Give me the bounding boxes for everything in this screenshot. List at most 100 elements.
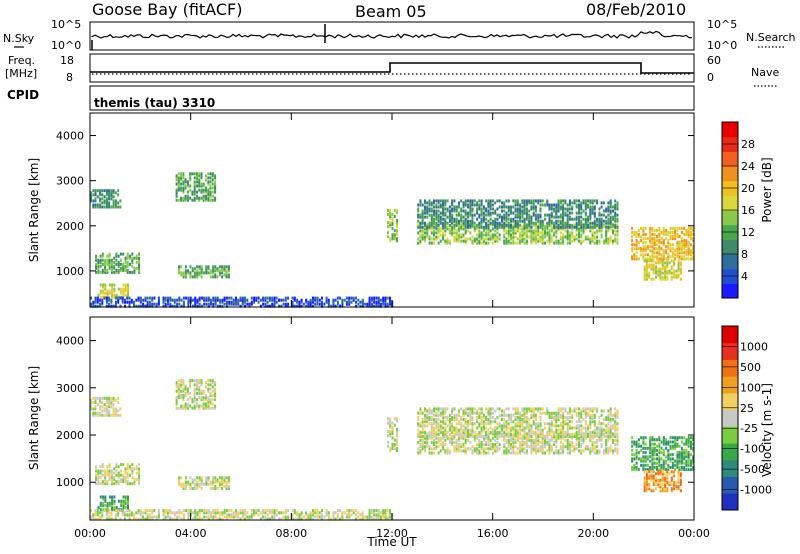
power-cell xyxy=(225,304,228,308)
velocity-cell xyxy=(534,440,537,444)
power-cell xyxy=(113,293,116,297)
velocity-cell xyxy=(421,411,424,415)
velocity-cell xyxy=(462,436,465,440)
velocity-cell xyxy=(444,422,447,426)
velocity-cell xyxy=(507,438,510,442)
power-cbar-tick-label: 4 xyxy=(741,270,748,283)
velocity-cell xyxy=(649,442,652,446)
velocity-cell xyxy=(433,451,435,455)
velocity-cell xyxy=(453,440,456,444)
power-cell xyxy=(428,209,431,213)
velocity-cell xyxy=(218,484,221,488)
power-cell xyxy=(642,228,645,232)
power-cell xyxy=(553,221,556,225)
velocity-cell xyxy=(564,435,567,438)
velocity-cell xyxy=(507,418,510,421)
power-cell xyxy=(300,298,303,302)
power-cell xyxy=(115,262,118,266)
velocity-cell xyxy=(635,461,638,465)
velocity-cell xyxy=(205,402,207,406)
power-cell xyxy=(528,215,531,219)
velocity-cell xyxy=(580,436,583,440)
power-cell xyxy=(614,233,617,237)
power-cell xyxy=(665,257,668,261)
power-cell xyxy=(124,258,127,262)
power-cell xyxy=(680,239,683,243)
power-cell xyxy=(386,296,389,300)
velocity-cell xyxy=(437,424,440,428)
velocity-cell xyxy=(124,475,127,479)
power-cell xyxy=(348,298,351,302)
power-cell xyxy=(97,262,100,266)
velocity-cell xyxy=(119,509,122,513)
power-cell xyxy=(191,267,194,271)
velocity-cell xyxy=(205,385,207,389)
power-cell xyxy=(455,205,458,209)
velocity-cell xyxy=(389,449,392,453)
power-cell xyxy=(523,221,526,225)
power-cell xyxy=(657,273,660,277)
power-cell xyxy=(670,275,673,279)
power-cell xyxy=(680,251,683,255)
velocity-cell xyxy=(126,509,129,513)
power-cell xyxy=(108,189,111,193)
power-cell xyxy=(446,239,449,243)
power-cell xyxy=(655,269,657,273)
velocity-cell xyxy=(453,407,456,411)
power-cell xyxy=(421,221,424,225)
velocity-cell xyxy=(191,406,194,410)
velocity-cell xyxy=(673,482,676,486)
velocity-cell xyxy=(640,463,643,467)
power-cell xyxy=(216,269,219,273)
velocity-cell xyxy=(117,499,120,503)
power-cell xyxy=(435,217,438,221)
velocity-cell xyxy=(471,422,474,426)
power-cell xyxy=(375,302,378,306)
velocity-cell xyxy=(105,411,108,415)
velocity-cell xyxy=(602,409,605,413)
velocity-cell xyxy=(207,379,210,383)
power-cell xyxy=(505,223,508,227)
velocity-cell xyxy=(555,438,558,442)
velocity-cell xyxy=(464,422,467,426)
power-cell xyxy=(519,217,522,221)
power-cell xyxy=(293,296,296,300)
velocity-cell xyxy=(609,430,612,434)
velocity-cell xyxy=(119,473,122,477)
velocity-cell xyxy=(668,472,671,476)
velocity-cell xyxy=(605,449,608,453)
power-cell xyxy=(539,237,542,241)
velocity-cell xyxy=(487,436,490,440)
velocity-cell xyxy=(97,471,100,475)
velocity-cell xyxy=(469,409,472,413)
power-cell xyxy=(548,203,551,207)
power-cell xyxy=(334,304,337,308)
velocity-cell xyxy=(180,385,183,389)
power-cell xyxy=(680,243,683,247)
power-cell xyxy=(223,302,226,306)
power-cell xyxy=(665,233,668,236)
velocity-cell xyxy=(428,422,431,426)
power-cell xyxy=(417,209,420,213)
velocity-cell xyxy=(690,442,692,446)
velocity-cell xyxy=(519,426,522,430)
velocity-cell xyxy=(117,511,120,515)
velocity-cell xyxy=(548,426,551,430)
power-cell xyxy=(582,217,585,221)
power-cell xyxy=(442,211,445,215)
velocity-cell xyxy=(678,444,681,448)
velocity-cell xyxy=(656,453,658,457)
velocity-cell xyxy=(664,472,667,476)
power-cell xyxy=(391,227,394,231)
velocity-cell xyxy=(491,407,494,411)
power-cell xyxy=(559,223,562,227)
velocity-cell xyxy=(178,476,181,480)
power-cell xyxy=(471,241,474,245)
velocity-cell xyxy=(562,443,565,446)
power-cell xyxy=(341,298,344,302)
power-cell xyxy=(330,304,333,308)
velocity-cell xyxy=(421,426,424,430)
velocity-cell xyxy=(478,438,481,442)
velocity-cell xyxy=(652,480,655,484)
velocity-cell xyxy=(417,435,420,438)
